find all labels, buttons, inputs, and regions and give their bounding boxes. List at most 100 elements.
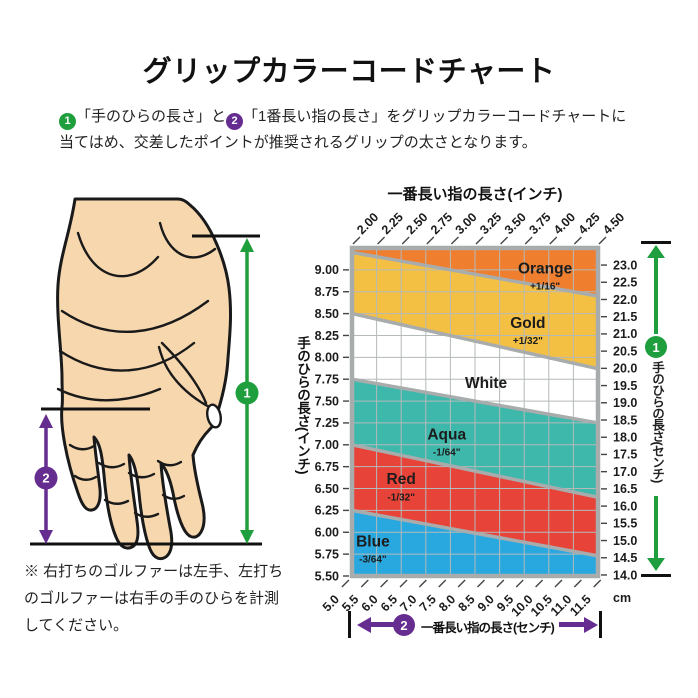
right-tick-label: 18.0 (613, 431, 637, 445)
measurement-note: ※ 右打ちのゴルファーは左手、左打ちのゴルファーは右手の手のひらを計測してくださ… (24, 563, 284, 634)
palm-length-badge (235, 381, 259, 405)
band-label-red: Red (387, 471, 416, 488)
right-tick-label: 20.5 (613, 344, 637, 358)
bottom-axis-badge: 2 (393, 614, 415, 636)
finger-length-arrow: 2 (34, 414, 58, 544)
thumb-crease (160, 341, 208, 405)
bottom-span-arrowhead-left (357, 617, 371, 633)
bottom-tick (399, 579, 408, 588)
right-tick-label: 15.5 (613, 517, 637, 531)
left-tick-label: 6.00 (315, 526, 339, 540)
right-tick-label: 23.0 (613, 258, 637, 272)
palm-mound-right-crease (158, 221, 217, 259)
left-tick-label: 7.00 (315, 438, 339, 452)
left-tick-label: 6.50 (315, 482, 339, 496)
left-tick-label: 8.50 (315, 307, 339, 321)
right-tick-label: 22.5 (613, 276, 637, 290)
top-tick-label: 2.00 (354, 210, 381, 237)
band-label-blue: Blue (356, 534, 390, 551)
right-tick-label: 14.5 (613, 551, 637, 565)
top-tick (573, 236, 582, 245)
right-span-cap-top (641, 241, 671, 244)
step-2-badge: 2 (226, 112, 244, 130)
bottom-tick (554, 579, 563, 588)
step-1-badge: 1 (59, 112, 76, 130)
band-label-white: White (465, 375, 508, 392)
bottom-tick (535, 579, 544, 588)
pinky-crease-2 (73, 474, 98, 481)
top-tick (450, 236, 459, 245)
left-tick-label: 7.75 (315, 373, 339, 387)
left-tick-label: 8.00 (315, 351, 339, 365)
right-tick-label: 19.0 (613, 396, 637, 410)
bottom-tick-label: 7.0 (397, 592, 419, 614)
bottom-tick (438, 579, 447, 588)
hand-illustration: 1 2 (30, 197, 262, 561)
right-tick-label: 20.0 (613, 362, 637, 376)
top-tick-label: 4.50 (600, 210, 627, 237)
left-tick-label: 5.50 (315, 569, 339, 583)
band-boundary (351, 508, 599, 558)
top-tick (598, 236, 607, 245)
right-tick-label: 17.0 (613, 465, 637, 479)
pinky-crease-1 (68, 443, 96, 451)
left-tick-label: 7.50 (315, 394, 339, 408)
right-tick-label: 21.5 (613, 310, 637, 324)
palm-length-arrow: 1 (235, 238, 259, 544)
page-title: グリップカラーコードチャート (142, 56, 556, 88)
intro-segment-1: 「手のひらの長さ」と (76, 108, 227, 125)
bottom-tick (360, 579, 369, 588)
band-size-aqua: -1/64" (433, 447, 461, 458)
top-tick (524, 236, 533, 245)
right-span-cap-bottom (641, 574, 671, 577)
left-tick-label: 8.25 (315, 329, 339, 343)
top-tick (475, 236, 484, 245)
right-axis-badge: 1 (645, 336, 667, 358)
right-tick-label: 21.0 (613, 327, 637, 341)
index-crease-1 (156, 459, 183, 467)
ring-crease-2 (103, 498, 130, 505)
bottom-tick-label: 11.5 (567, 592, 594, 619)
right-axis-unit: cm (613, 591, 631, 605)
bottom-tick (573, 579, 582, 588)
bottom-tick-label: 8.0 (436, 592, 458, 614)
bottom-tick (593, 579, 602, 588)
right-axis-cm-label: 手のひらの長さ(センチ) (650, 361, 664, 483)
plot-frame (349, 245, 601, 579)
top-tick-label: 3.00 (453, 210, 480, 237)
bottom-tick (496, 579, 505, 588)
intro-segment-2: 「1番長い指の長さ」をグリップカラーコードチャートに当てはめ、交差したポイントが… (59, 108, 627, 151)
bottom-tick (341, 579, 350, 588)
right-tick-label: 19.5 (613, 379, 637, 393)
top-tick-label: 2.75 (428, 210, 455, 237)
band-label-orange: Orange (518, 260, 573, 277)
left-tick-label: 9.00 (315, 263, 339, 277)
hand-outline (56, 197, 233, 561)
band-boundary (351, 311, 599, 371)
top-tick-label: 4.00 (551, 210, 578, 237)
bottom-span-endbar-right (599, 611, 602, 638)
right-tick-label: 16.5 (613, 482, 637, 496)
bottom-tick-label: 8.5 (455, 592, 477, 614)
top-tick (426, 236, 435, 245)
middle-crease-1 (127, 471, 156, 479)
palm-crease-3 (56, 387, 162, 402)
top-tick-label: 4.25 (576, 210, 603, 237)
left-tick-label: 5.75 (315, 547, 339, 561)
right-tick-label: 16.0 (613, 499, 637, 513)
top-tick (500, 236, 509, 245)
right-span-arrowhead-up (647, 245, 665, 258)
right-tick-label: 15.0 (613, 534, 637, 548)
bottom-tick (515, 579, 524, 588)
bottom-tick (380, 579, 389, 588)
left-tick-label: 6.75 (315, 460, 339, 474)
top-axis-title: 一番長い指の長さ(インチ) (387, 186, 563, 203)
left-tick-label: 6.25 (315, 504, 339, 518)
band-size-orange: +1/16" (530, 281, 560, 292)
top-tick (377, 236, 386, 245)
palm-length-badge-number: 1 (243, 386, 250, 401)
middle-crease-2 (133, 511, 160, 518)
band-size-red: -1/32" (387, 492, 415, 503)
bottom-tick (457, 579, 466, 588)
